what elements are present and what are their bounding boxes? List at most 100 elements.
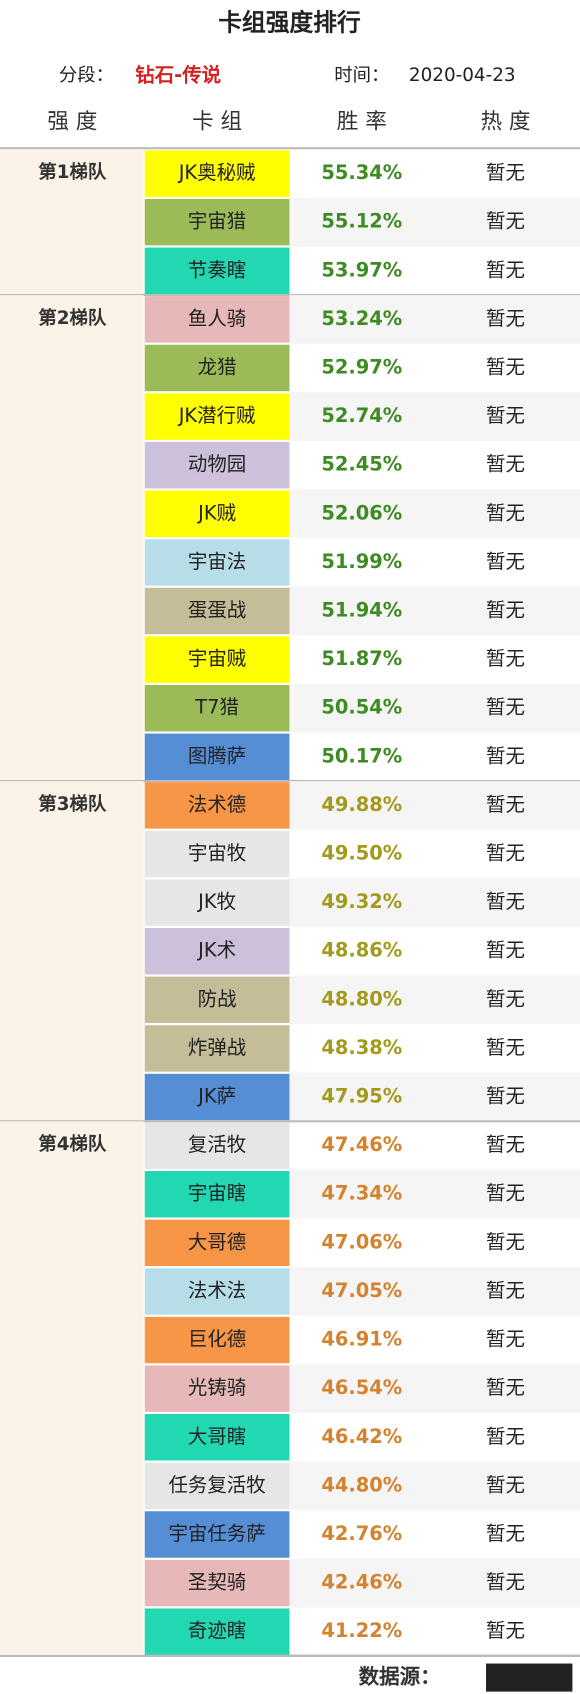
column-header: 热 度 xyxy=(480,109,530,134)
heat: 暂无 xyxy=(486,453,525,476)
heat: 暂无 xyxy=(486,793,525,816)
deck-name: 大哥德 xyxy=(188,1230,246,1253)
win-rate: 42.76% xyxy=(321,1522,402,1545)
heat: 暂无 xyxy=(486,1473,525,1496)
deck-name: JK奥秘贼 xyxy=(178,161,256,184)
deck-cell xyxy=(144,782,290,829)
win-rate: 50.17% xyxy=(321,744,402,767)
win-rate: 49.32% xyxy=(321,890,402,913)
deck-name: JK牧 xyxy=(197,890,236,913)
deck-name: 法术法 xyxy=(188,1279,246,1302)
tier-bg xyxy=(0,295,144,782)
deck-cell xyxy=(144,830,290,878)
heat: 暂无 xyxy=(486,258,525,281)
deck-cell xyxy=(144,879,290,926)
deck-name: 奇迹瞎 xyxy=(188,1619,246,1642)
tier-bg xyxy=(0,1121,144,1656)
title: 卡组强度排行 xyxy=(218,8,361,36)
win-rate: 49.50% xyxy=(321,842,402,865)
deck-name: 圣契骑 xyxy=(188,1571,246,1594)
deck-cell xyxy=(144,1268,290,1315)
win-rate: 47.46% xyxy=(321,1133,402,1156)
heat: 暂无 xyxy=(486,1182,525,1205)
deck-name: 图腾萨 xyxy=(188,744,246,767)
column-header: 胜 率 xyxy=(337,109,387,134)
heat: 暂无 xyxy=(486,1522,525,1545)
heat: 暂无 xyxy=(486,842,525,865)
deck-cell xyxy=(144,441,290,489)
deck-cell xyxy=(144,684,290,732)
heat: 暂无 xyxy=(486,696,525,719)
win-rate: 55.34% xyxy=(321,161,402,184)
row-stripe xyxy=(289,586,580,636)
deck-cell xyxy=(144,198,290,246)
deck-name: 动物园 xyxy=(188,453,246,476)
heat: 暂无 xyxy=(486,161,525,184)
row-stripe xyxy=(289,197,580,247)
heat: 暂无 xyxy=(486,647,525,670)
win-rate: 48.38% xyxy=(321,1036,402,1059)
heat: 暂无 xyxy=(486,550,525,573)
win-rate: 47.95% xyxy=(321,1085,402,1108)
deck-name: JK萨 xyxy=(197,1085,236,1108)
tier-bg xyxy=(0,149,144,296)
deck-cell xyxy=(144,1073,290,1121)
deck-cell xyxy=(144,393,290,440)
win-rate: 44.80% xyxy=(321,1473,402,1496)
column-header: 卡 组 xyxy=(192,109,242,134)
heat: 暂无 xyxy=(486,1085,525,1108)
heat: 暂无 xyxy=(486,210,525,233)
row-stripe xyxy=(289,1558,580,1608)
win-rate: 47.34% xyxy=(321,1182,402,1205)
heat: 暂无 xyxy=(486,404,525,427)
row-stripe xyxy=(289,1461,580,1511)
deck-name: 宇宙瞎 xyxy=(188,1182,246,1205)
heat: 暂无 xyxy=(486,355,525,378)
deck-cell xyxy=(144,587,290,635)
heat: 暂无 xyxy=(486,890,525,913)
deck-cell xyxy=(144,1025,290,1072)
win-rate: 46.54% xyxy=(321,1376,402,1399)
win-rate: 52.45% xyxy=(321,453,402,476)
deck-name: 龙猎 xyxy=(198,355,237,378)
win-rate: 41.22% xyxy=(321,1619,402,1642)
deck-name: 宇宙任务萨 xyxy=(168,1522,265,1545)
tier-name: 第4梯队 xyxy=(38,1133,106,1155)
heat: 暂无 xyxy=(486,1571,525,1594)
win-rate: 51.99% xyxy=(321,550,402,573)
deck-name: 炸弹战 xyxy=(188,1036,246,1059)
deck-name: 复活牧 xyxy=(188,1133,246,1156)
row-stripe xyxy=(289,781,580,830)
deck-cell xyxy=(144,1608,290,1655)
logo xyxy=(486,1663,573,1692)
heat: 暂无 xyxy=(486,307,525,330)
win-rate: 52.97% xyxy=(321,355,402,378)
win-rate: 52.74% xyxy=(321,404,402,427)
column-header: 强 度 xyxy=(47,109,97,134)
deck-cell xyxy=(144,490,290,538)
row-stripe xyxy=(289,1267,580,1316)
deck-name: JK术 xyxy=(197,939,236,962)
deck-cell xyxy=(144,1122,290,1169)
deck-cell xyxy=(144,1171,290,1218)
deck-name: JK潜行贼 xyxy=(178,404,256,427)
win-rate: 48.86% xyxy=(321,939,402,962)
time-value: 2020-04-23 xyxy=(409,65,516,86)
win-rate: 46.91% xyxy=(321,1328,402,1351)
heat: 暂无 xyxy=(486,939,525,962)
segment-label: 分段： xyxy=(59,65,114,86)
deck-cell xyxy=(144,247,290,295)
win-rate: 50.54% xyxy=(321,696,402,719)
heat: 暂无 xyxy=(486,1425,525,1448)
deck-name: 鱼人骑 xyxy=(188,307,246,330)
deck-name: 宇宙贼 xyxy=(188,647,246,670)
deck-cell xyxy=(144,296,290,343)
deck-cell xyxy=(144,539,290,586)
win-rate: 47.05% xyxy=(321,1279,402,1302)
heat: 暂无 xyxy=(486,501,525,524)
deck-name: 光铸骑 xyxy=(188,1376,246,1399)
heat: 暂无 xyxy=(486,1376,525,1399)
deck-cell xyxy=(144,150,290,197)
deck-name: 大哥瞎 xyxy=(188,1425,246,1448)
deck-cell xyxy=(144,928,290,975)
